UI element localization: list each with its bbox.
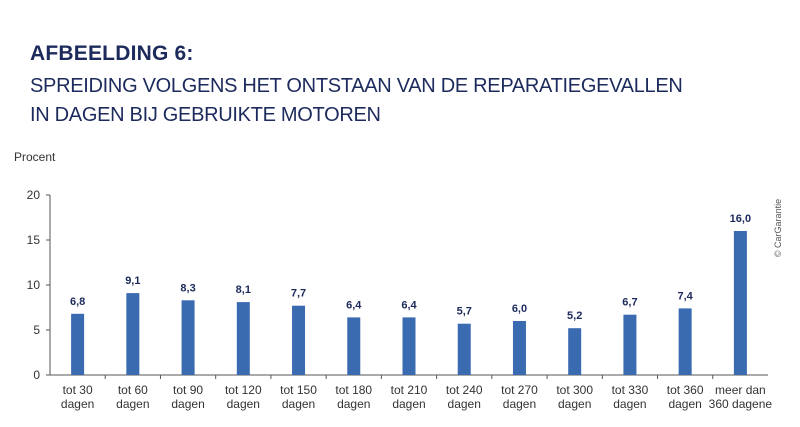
x-category-label-line: dagen [668, 397, 701, 411]
x-category-label-line: dagen [613, 397, 646, 411]
bar [733, 231, 747, 375]
y-axis-label: Procent [14, 150, 56, 164]
x-category-label: tot 90 dagen [171, 383, 204, 411]
x-category-label-line: meer dan [715, 383, 766, 397]
x-category-label-line: dagen [392, 397, 425, 411]
bar [457, 323, 471, 375]
x-category-label-line: tot 360 [667, 383, 704, 397]
x-category-label-line: dagen [448, 397, 481, 411]
x-category-label: tot 30 dagen [61, 383, 94, 411]
bar [678, 308, 692, 375]
bar [126, 293, 140, 375]
x-category-label-line: tot 90 [173, 383, 203, 397]
chart-title-heading: AFBEELDING 6: [30, 42, 194, 65]
x-category-label-line: dagen [503, 397, 536, 411]
x-category-label-line: tot 150 [280, 383, 317, 397]
x-category-label-line: tot 240 [446, 383, 483, 397]
y-tick-label: 20 [27, 188, 41, 202]
bar-value-label: 5,2 [567, 310, 582, 322]
x-category-label-line: dagen [61, 397, 94, 411]
x-category-label-line: tot 330 [612, 383, 649, 397]
bar [512, 321, 526, 375]
x-category-label-line: tot 60 [118, 383, 148, 397]
x-category-label-line: dagen [558, 397, 591, 411]
bar-value-label: 7,4 [678, 290, 694, 302]
x-category-label-line: 360 dagene [709, 397, 773, 411]
x-category-label: tot 330 dagen [612, 383, 649, 411]
bar-value-label: 16,0 [730, 213, 751, 225]
y-tick-label: 5 [33, 323, 40, 337]
chart-title-line-1: SPREIDING VOLGENS HET ONTSTAAN VAN DE RE… [30, 75, 683, 97]
x-category-label-line: dagen [171, 397, 204, 411]
chart-title-line-2: IN DAGEN BIJ GEBRUIKTE MOTOREN [30, 104, 381, 126]
x-category-label-line: tot 120 [225, 383, 262, 397]
bar-value-label: 7,7 [291, 288, 306, 300]
x-category-label-line: tot 210 [391, 383, 428, 397]
bar-value-label: 6,8 [70, 296, 85, 308]
x-category-label-line: tot 270 [501, 383, 538, 397]
bar [236, 302, 250, 375]
x-category-label: tot 300 dagen [556, 383, 593, 411]
bar-value-label: 5,7 [457, 306, 472, 318]
y-tick-label: 15 [27, 233, 41, 247]
x-category-label: tot 360 dagen [667, 383, 704, 411]
x-category-label-line: dagen [116, 397, 149, 411]
x-category-label-line: dagen [282, 397, 315, 411]
bar-value-label: 6,7 [622, 297, 637, 309]
x-category-label: meer dan 360 dagene [709, 383, 773, 411]
x-category-label: tot 120 dagen [225, 383, 262, 411]
x-category-label-line: tot 30 [63, 383, 93, 397]
y-tick-label: 0 [33, 368, 40, 382]
bar-value-label: 8,1 [236, 284, 251, 296]
x-category-label: tot 240 dagen [446, 383, 483, 411]
x-category-label-line: tot 300 [556, 383, 593, 397]
x-category-label-line: dagen [337, 397, 370, 411]
bar-value-label: 6,4 [346, 299, 362, 311]
bar [347, 317, 361, 375]
bar-value-label: 9,1 [125, 275, 140, 287]
bar [623, 314, 637, 375]
x-category-label: tot 270 dagen [501, 383, 538, 411]
bar [402, 317, 416, 375]
x-category-label-line: dagen [227, 397, 260, 411]
bar [292, 305, 306, 375]
x-category-label: tot 60 dagen [116, 383, 149, 411]
y-tick-label: 10 [27, 278, 41, 292]
bar [181, 300, 195, 375]
x-category-label: tot 150 dagen [280, 383, 317, 411]
bar [568, 328, 582, 375]
bar-value-label: 6,4 [401, 299, 417, 311]
x-category-label-line: tot 180 [335, 383, 372, 397]
bar-value-label: 6,0 [512, 303, 527, 315]
bar [71, 313, 85, 375]
x-category-label: tot 180 dagen [335, 383, 372, 411]
x-category-label: tot 210 dagen [391, 383, 428, 411]
bar-value-label: 8,3 [180, 282, 195, 294]
